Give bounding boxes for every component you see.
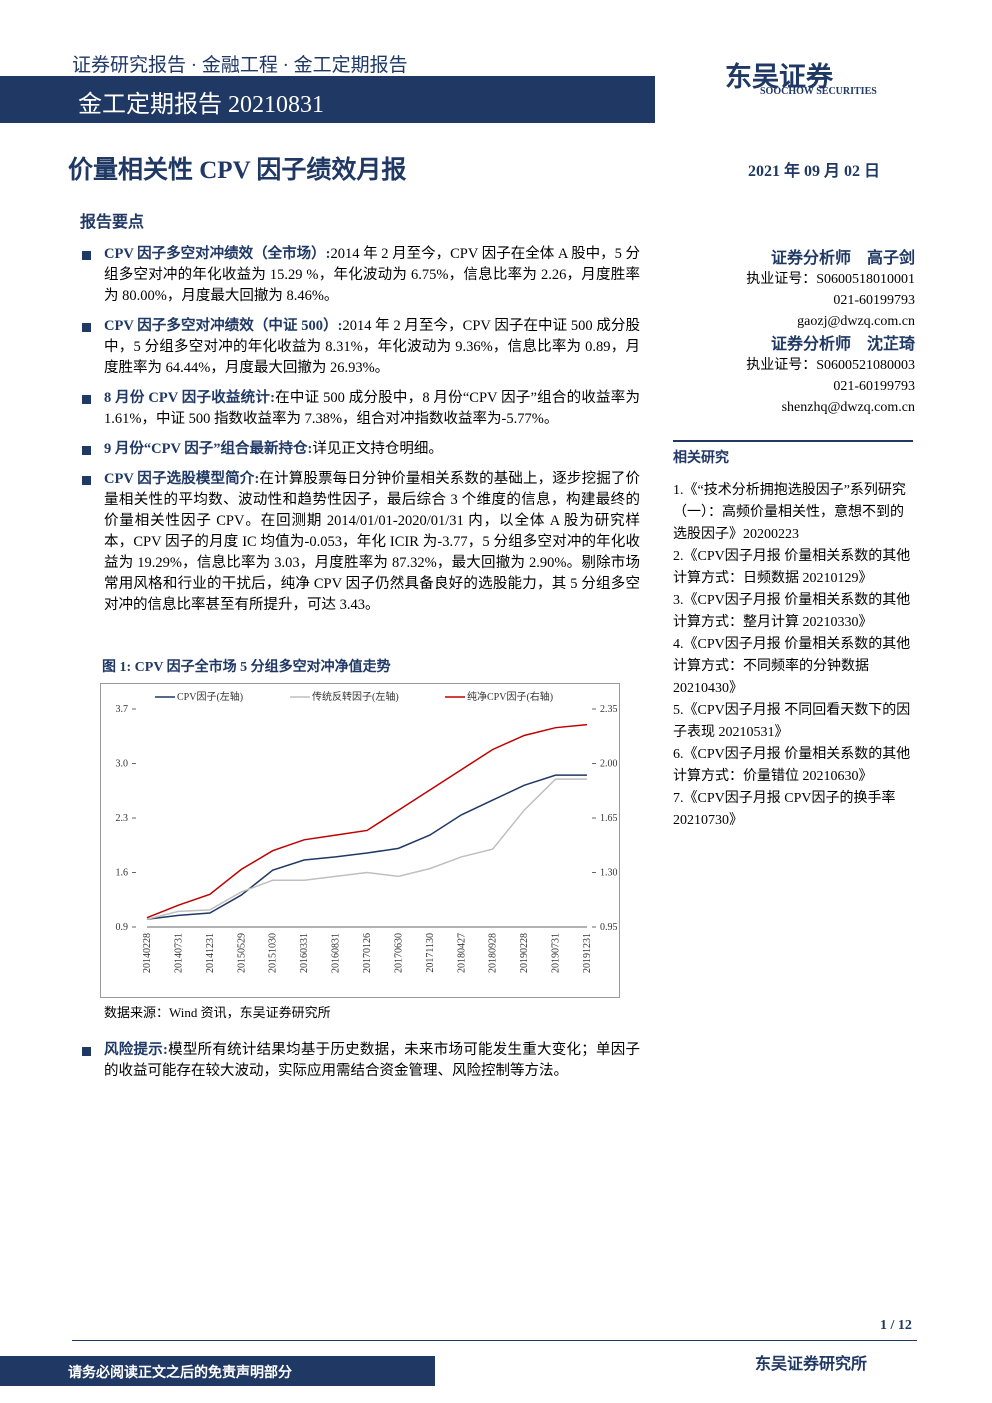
x-tick-label: 20141231 — [205, 933, 216, 973]
risk-item: 风险提示:模型所有统计结果均基于历史数据，未来市场可能发生重大变化；单因子的收益… — [80, 1040, 640, 1082]
header-report: 金工定期报告 20210831 — [78, 92, 324, 118]
section-title: 报告要点 — [80, 214, 145, 231]
analyst-name-row: 证券分析师 高子剑 — [675, 248, 915, 269]
related-title: 相关研究 — [673, 451, 729, 466]
chart: 0.9 1.6 2.3 3.0 3.7 0.95 1.30 1.65 2.00 2.35 20140… — [100, 683, 620, 998]
bullet-text: 详见正文持仓明细。 — [312, 441, 443, 457]
footer-org: 东吴证券研究所 — [755, 1356, 868, 1373]
source: 数据来源：Wind 资讯，东吴证券研究所 — [104, 1005, 331, 1020]
y2-tick-label: 1.65 — [600, 813, 618, 824]
legend-label: CPV因子(左轴) — [177, 690, 243, 703]
logo-en: SOOCHOW SECURITIES — [760, 86, 877, 97]
related-item: 6.《CPV因子月报 价量相关系数的其他计算方式：价量错位 20210630》 — [673, 747, 911, 784]
bullet-text: 2014 年 2 月至今，CPV 因子在中证 500 成分股中，5 分组多空对冲… — [104, 318, 640, 376]
x-tick-label: 20140228 — [142, 933, 153, 973]
related: 相关研究 1.《“技术分析拥抱选股因子”系列研究（一）：高频价量相关性，意想不到的… — [673, 440, 913, 832]
bullet-text: 在中证 500 成分股中，8 月份“CPV 因子”组合的收益率为 1.61%，中… — [104, 390, 640, 427]
y2-tick-label: 1.30 — [600, 868, 618, 879]
date: 2021 年 09 月 02 日 — [748, 163, 881, 180]
related-item: 1.《“技术分析拥抱选股因子”系列研究（一）：高频价量相关性，意想不到的选股因子… — [673, 483, 906, 542]
bullet: CPV 因子多空对冲绩效（中证 500）:2014 年 2 月至今，CPV 因子… — [80, 316, 640, 379]
bullet-text: 在计算股票每日分钟价量相关系数的基础上，逐步挖掘了价量相关性的平均数、波动性和趋… — [104, 471, 640, 613]
related-item: 5.《CPV因子月报 不同回看天数下的因子表现 20210531》 — [673, 703, 911, 740]
risk: 风险提示:模型所有统计结果均基于历史数据，未来市场可能发生重大变化；单因子的收益… — [80, 1040, 640, 1082]
y2-tick-label: 2.35 — [600, 704, 618, 715]
bullet: 8 月份 CPV 因子收益统计:在中证 500 成分股中，8 月份“CPV 因子… — [80, 388, 640, 430]
page-number: 1 / 12 — [880, 1318, 912, 1333]
risk-head: 风险提示: — [104, 1042, 168, 1058]
x-tick-label: 20170630 — [393, 933, 404, 973]
header-series: 证券研究报告 · 金融工程 · 金工定期报告 — [72, 55, 408, 76]
x-tick-label: 20150529 — [236, 933, 247, 973]
y-tick-label: 2.3 — [116, 813, 129, 824]
x-tick-label: 20191231 — [582, 933, 593, 973]
analyst-role: 证券分析师 — [770, 250, 851, 267]
y-tick-label: 3.7 — [116, 704, 129, 715]
series-line — [146, 723, 588, 919]
bullet: CPV 因子多空对冲绩效（全市场）:2014 年 2 月至今，CPV 因子在全体… — [80, 244, 640, 307]
x-tick-label: 20190731 — [551, 933, 562, 973]
analyst-name-row: 证券分析师 沈芷琦 — [675, 334, 915, 355]
bullets: CPV 因子多空对冲绩效（全市场）:2014 年 2 月至今，CPV 因子在全体… — [80, 244, 640, 625]
footer-line — [72, 1340, 917, 1341]
bullet-head: CPV 因子多空对冲绩效（中证 500）: — [104, 318, 343, 334]
bullet: CPV 因子选股模型简介:在计算股票每日分钟价量相关系数的基础上，逐步挖掘了价量… — [80, 469, 640, 616]
bullet-head: 9 月份“CPV 因子”组合最新持仓: — [104, 441, 313, 457]
figure-title: 图 1: CPV 因子全市场 5 分组多空对冲净值走势 — [102, 660, 391, 675]
analyst-name: 高子剑 — [866, 250, 915, 267]
x-tick-label: 20170126 — [362, 933, 373, 973]
series-line — [146, 778, 587, 920]
title: 价量相关性 CPV 因子绩效月报 — [68, 157, 407, 184]
x-tick-label: 20171130 — [425, 933, 436, 973]
x-tick-label: 20180928 — [488, 933, 499, 973]
x-tick-label: 20151030 — [268, 933, 279, 973]
bullet-text: 2014 年 2 月至今，CPV 因子在全体 A 股中，5 分组多空对冲的年化收… — [104, 246, 640, 304]
analyst-phone: 021-60199793 — [833, 293, 915, 308]
bullet-head: CPV 因子多空对冲绩效（全市场）: — [104, 246, 331, 262]
analyst-role: 证券分析师 — [770, 336, 851, 353]
legend-label: 传统反转因子(左轴) — [312, 690, 399, 703]
legend-label: 纯净CPV因子(右轴) — [467, 690, 553, 703]
analyst-license: 执业证号：S0600518010001 — [746, 272, 915, 287]
related-item: 7.《CPV因子月报 CPV因子的换手率 20210730》 — [673, 791, 896, 828]
x-tick-label: 20140731 — [173, 933, 184, 973]
bullet-head: 8 月份 CPV 因子收益统计: — [104, 390, 275, 406]
x-tick-label: 20160331 — [299, 933, 310, 973]
series-line — [146, 774, 587, 920]
analysts: 证券分析师 高子剑执业证号：S0600518010001 021-60199793… — [675, 246, 915, 418]
analyst-license: 执业证号：S0600521080003 — [746, 358, 915, 373]
x-tick-label: 20160831 — [331, 933, 342, 973]
related-item: 3.《CPV因子月报 价量相关系数的其他计算方式：整月计算 20210330》 — [673, 593, 911, 630]
analyst-email: shenzhq@dwzq.com.cn — [781, 400, 915, 415]
logo: 东吴证券 — [725, 62, 833, 92]
y-tick-label: 0.9 — [116, 922, 129, 933]
header-band — [0, 76, 655, 123]
footer-band — [0, 1356, 435, 1386]
analyst-name: 沈芷琦 — [866, 336, 915, 353]
y-tick-label: 1.6 — [116, 868, 129, 879]
related-item: 4.《CPV因子月报 价量相关系数的其他计算方式：不同频率的分钟数据 20210… — [673, 637, 911, 696]
bullet-head: CPV 因子选股模型简介: — [104, 471, 260, 487]
bullet: 9 月份“CPV 因子”组合最新持仓:详见正文持仓明细。 — [80, 439, 640, 460]
y-tick-label: 3.0 — [116, 759, 129, 770]
y2-tick-label: 2.00 — [600, 759, 618, 770]
x-tick-label: 20190228 — [519, 933, 530, 973]
x-tick-label: 20180427 — [456, 933, 467, 973]
related-item: 2.《CPV因子月报 价量相关系数的其他计算方式：日频数据 20210129》 — [673, 549, 911, 586]
risk-text: 模型所有统计结果均基于历史数据，未来市场可能发生重大变化；单因子的收益可能存在较… — [104, 1042, 640, 1079]
analyst-email: gaozj@dwzq.com.cn — [797, 314, 915, 329]
analyst-phone: 021-60199793 — [833, 379, 915, 394]
disclaimer: 请务必阅读正文之后的免责声明部分 — [68, 1366, 292, 1381]
y2-tick-label: 0.95 — [600, 922, 618, 933]
plot-frame — [100, 683, 620, 998]
